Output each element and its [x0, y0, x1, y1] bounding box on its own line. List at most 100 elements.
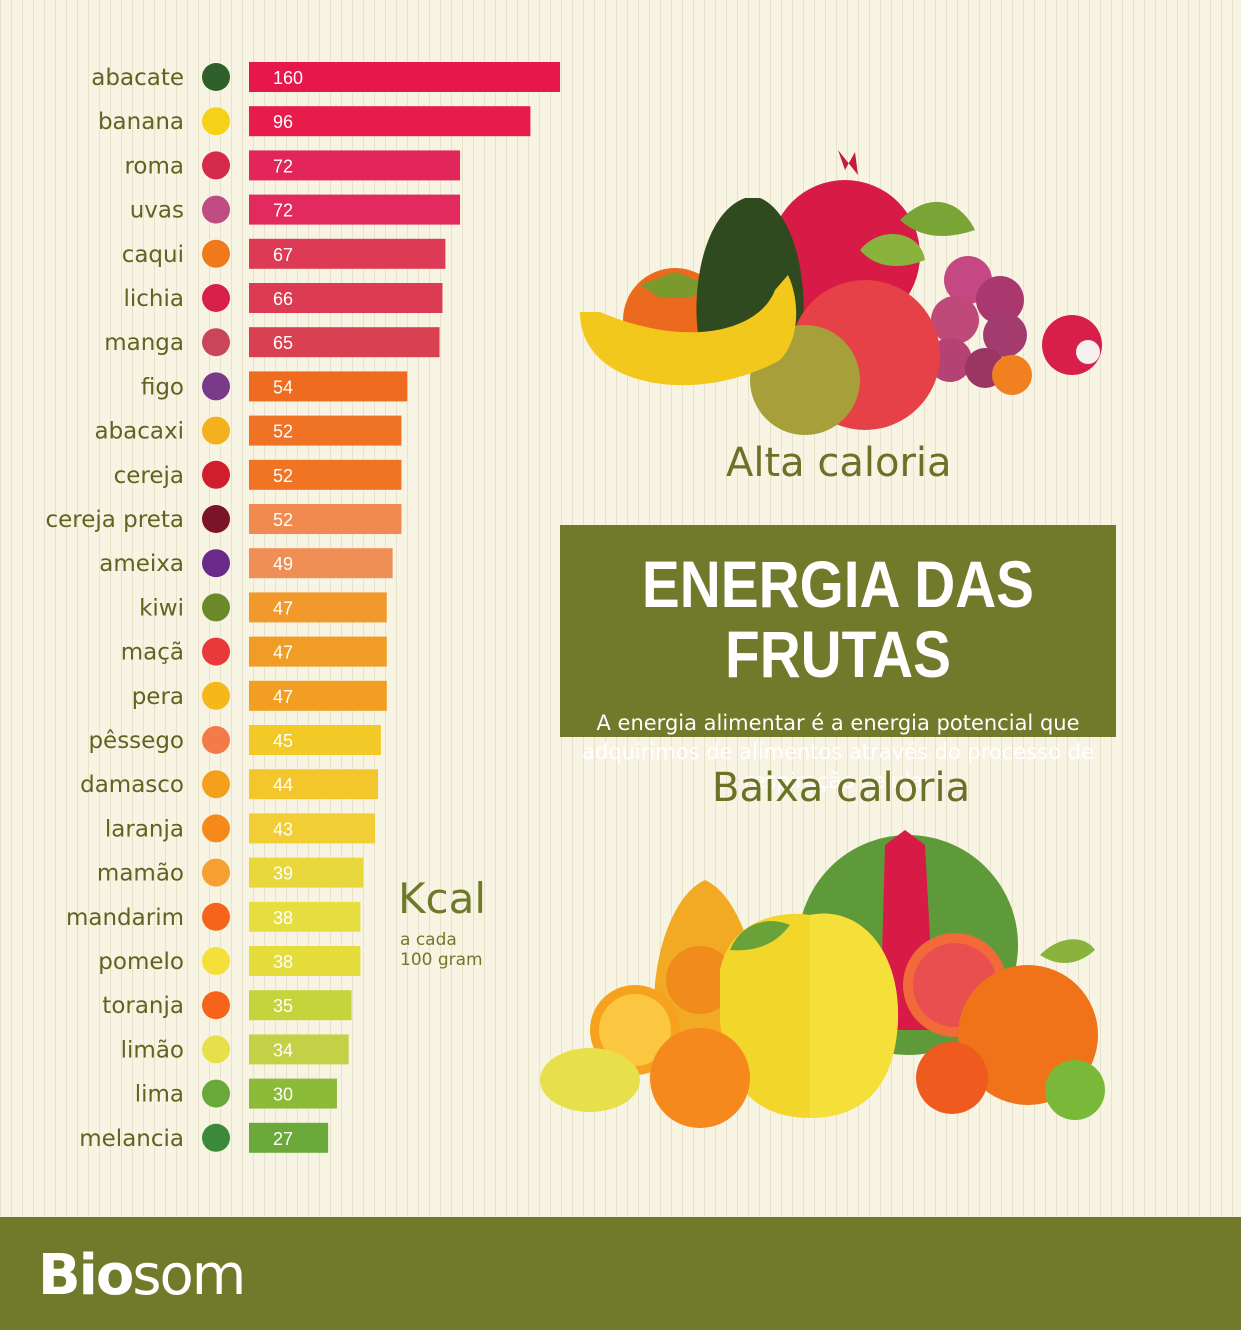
category-label: caqui: [122, 242, 184, 268]
bar-10: [249, 504, 402, 534]
bar-value-label: 72: [273, 201, 293, 221]
lemon-illustration: [540, 1048, 640, 1112]
bar-20: [249, 946, 361, 976]
bar-18: [249, 857, 364, 888]
banana-icon: [202, 107, 230, 136]
category-label: abacate: [91, 65, 184, 91]
orange-icon: [202, 814, 230, 843]
bar-value-label: 30: [273, 1085, 293, 1105]
info-description: A energia alimentar é a energia potencia…: [582, 711, 1094, 793]
bar-value-label: 160: [273, 68, 303, 88]
bar-value-label: 34: [273, 1040, 293, 1060]
banana-illustration: [580, 275, 797, 386]
category-label: mamão: [97, 861, 184, 887]
bar-value-label: 47: [273, 643, 293, 663]
apricot-icon: [202, 770, 230, 799]
bar-4: [249, 238, 446, 269]
pomelo-illustration: [720, 913, 899, 1118]
bar-value-label: 72: [273, 156, 293, 176]
category-label: laranja: [105, 816, 184, 842]
bar-13: [249, 636, 387, 667]
category-label: abacaxi: [94, 419, 184, 445]
bar-2: [249, 150, 461, 181]
calorie-bar-chart: 160 abacate 96 banana 72 roma 72 uvas 67 caqui 66 l…: [45, 62, 560, 1153]
orange-illustration: [650, 939, 1098, 1128]
unit-label: Kcal: [398, 874, 487, 923]
bar-11: [249, 548, 393, 579]
bar-value-label: 96: [273, 112, 293, 132]
cherry-icon: [202, 460, 230, 489]
category-label: kiwi: [139, 595, 184, 621]
pineapple-icon: [202, 416, 230, 445]
category-label: pera: [132, 684, 184, 710]
bar-8: [249, 415, 402, 446]
bar-value-label: 38: [273, 952, 293, 972]
watermelon-icon: [202, 1123, 230, 1152]
bar-19: [249, 901, 361, 932]
high-calorie-label: Alta caloria: [726, 440, 952, 486]
category-label: limão: [121, 1037, 184, 1063]
bar-1: [249, 106, 531, 137]
lemon-icon: [202, 1035, 230, 1064]
category-label: cereja preta: [45, 507, 184, 533]
bar-value-label: 66: [273, 289, 293, 309]
bar-value-label: 52: [273, 422, 293, 442]
category-label: damasco: [80, 772, 184, 798]
category-label: mandarim: [66, 905, 184, 931]
mandarin-icon: [202, 902, 230, 931]
bar-23: [249, 1078, 337, 1109]
category-label: pomelo: [98, 949, 184, 975]
category-label: manga: [104, 330, 184, 356]
info-title: ENERGIA DAS FRUTAS: [641, 547, 1035, 691]
category-label: uvas: [130, 198, 184, 224]
info-box: ENERGIA DAS FRUTAS A energia alimentar é…: [560, 525, 1116, 793]
bar-value-label: 47: [273, 598, 293, 618]
category-label: melancia: [79, 1126, 184, 1152]
pear-icon: [202, 681, 230, 710]
plum-icon: [202, 549, 230, 578]
mango-icon: [202, 328, 230, 357]
bar-value-label: 52: [273, 510, 293, 530]
bar-value-label: 35: [273, 996, 293, 1016]
bar-value-label: 67: [273, 245, 293, 265]
bar-7: [249, 371, 408, 402]
bar-22: [249, 1034, 349, 1065]
grapes-icon: [202, 195, 230, 224]
brand-logo: Biosom: [38, 1243, 246, 1308]
bar-value-label: 65: [273, 333, 293, 353]
category-label: lichia: [124, 286, 185, 312]
papaya-icon: [202, 858, 230, 887]
bar-14: [249, 680, 387, 711]
bar-value-label: 27: [273, 1129, 293, 1149]
category-label: figo: [141, 374, 184, 400]
category-label: maçã: [121, 640, 184, 666]
category-label: pêssego: [88, 728, 184, 754]
bar-value-label: 38: [273, 908, 293, 928]
category-label: roma: [124, 153, 184, 179]
category-label: banana: [98, 109, 184, 135]
bar-value-label: 54: [273, 377, 293, 397]
lychee-icon: [202, 284, 230, 312]
category-label: lima: [135, 1082, 184, 1108]
bar-9: [249, 459, 402, 490]
low-calorie-label: Baixa caloria: [712, 765, 971, 811]
pomegranate-icon: [202, 151, 230, 180]
apple-icon: [202, 637, 230, 666]
bar-value-label: 44: [273, 775, 293, 795]
category-label: ameixa: [99, 551, 184, 577]
category-label: toranja: [102, 993, 184, 1019]
footer-bar: Biosom: [0, 1217, 1241, 1330]
bar-value-label: 45: [273, 731, 293, 751]
bar-15: [249, 725, 381, 755]
grapes-illustration: [860, 201, 1032, 395]
lime-illustration: [1045, 1060, 1105, 1120]
category-label: cereja: [114, 463, 184, 489]
unit-sub-label: a cada 100 gram: [400, 930, 483, 970]
fig-icon: [202, 372, 230, 401]
lime-icon: [202, 1079, 230, 1108]
persimmon-icon: [202, 239, 230, 268]
bar-value-label: 43: [273, 819, 293, 839]
peach-icon: [202, 726, 230, 754]
bar-0: [249, 62, 560, 92]
